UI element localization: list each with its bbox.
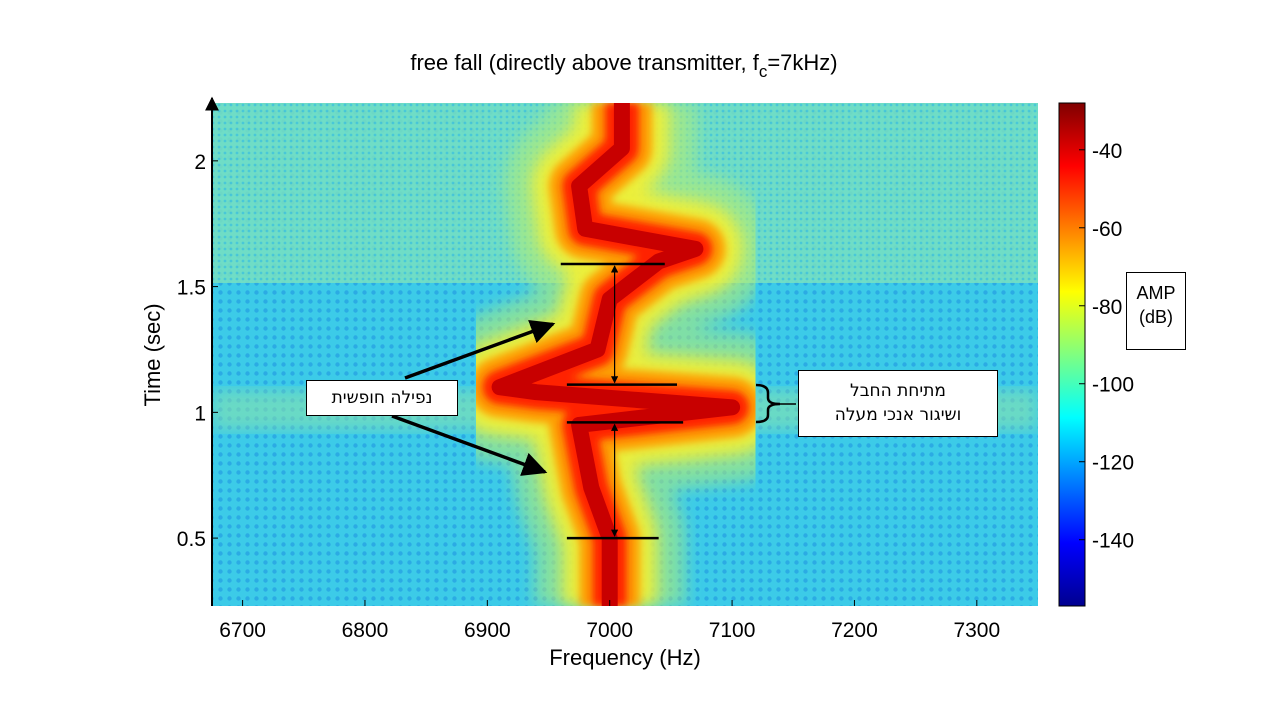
- x-tick-label: 7100: [709, 619, 756, 642]
- colorbar-tick-label: -80: [1092, 296, 1122, 319]
- colorbar-tick-label: -60: [1092, 218, 1122, 241]
- ridge-core: [491, 103, 741, 606]
- axes: 6700 6800 6900 7000 7100 7200 7300 0.5 1 1.5 2: [177, 96, 1000, 642]
- plot-area: [212, 103, 1038, 606]
- colorbar: -40 -60 -80 -100 -120 -140: [1058, 102, 1134, 607]
- colorbar-ticks: -40 -60 -80 -100 -120 -140: [1079, 140, 1134, 553]
- colorbar-tick-label: -120: [1092, 452, 1134, 475]
- colorbar-tick-label: -140: [1092, 530, 1134, 553]
- annotation-free-fall: נפילה חופשית: [306, 380, 458, 416]
- y-ticks: 0.5 1 1.5 2: [177, 151, 218, 551]
- colorbar-label-line2: (dB): [1138, 307, 1173, 327]
- x-ticks: 6700 6800 6900 7000 7100 7200 7300: [219, 600, 1000, 642]
- annotation-free-fall-text: נפילה חופשית: [331, 388, 433, 408]
- colorbar-label-line1: AMP: [1136, 283, 1176, 303]
- colorbar-tick-label: -100: [1092, 374, 1134, 397]
- x-tick-label: 6900: [464, 619, 511, 642]
- annotation-rope-launch-line1: מתיחת החבל: [850, 381, 946, 401]
- x-tick-label: 7300: [953, 619, 1000, 642]
- y-tick-label: 2: [194, 151, 206, 174]
- x-axis-label: Frequency (Hz): [549, 645, 701, 670]
- annotation-rope-launch: מתיחת החבל ושיגור אנכי מעלה: [798, 370, 998, 437]
- chart-title: free fall (directly above transmitter, f…: [410, 50, 837, 81]
- y-tick-label: 0.5: [177, 528, 206, 551]
- annotations: [391, 262, 796, 540]
- colorbar-tick-label: -40: [1092, 140, 1122, 163]
- pointer-arrow-upper: [404, 320, 556, 380]
- y-tick-label: 1: [194, 402, 206, 425]
- y-tick-label: 1.5: [177, 277, 206, 300]
- colorbar-bar: [1058, 102, 1086, 607]
- annotation-rope-launch-line2: ושיגור אנכי מעלה: [834, 405, 962, 425]
- x-tick-label: 7200: [831, 619, 878, 642]
- colorbar-label: AMP (dB): [1126, 272, 1186, 350]
- pointer-arrow-lower: [391, 414, 548, 476]
- x-tick-label: 7000: [586, 619, 633, 642]
- x-tick-label: 6700: [219, 619, 266, 642]
- y-axis-label: Time (sec): [140, 303, 165, 406]
- x-tick-label: 6800: [342, 619, 389, 642]
- ridge-layer: [424, 103, 808, 606]
